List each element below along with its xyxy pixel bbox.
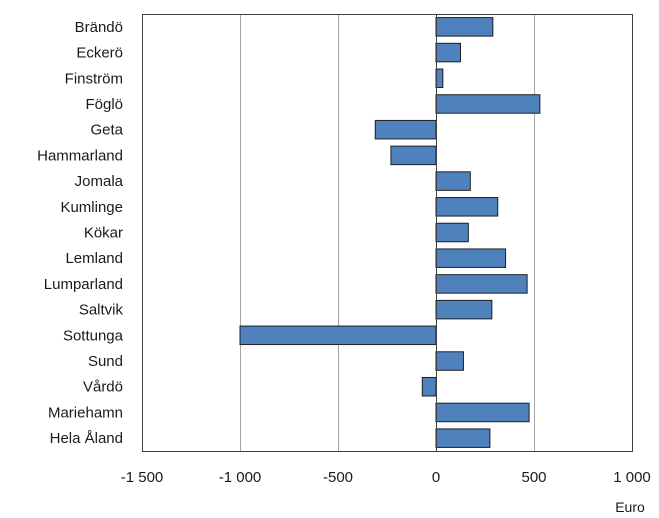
x-tick-label: 0 bbox=[432, 469, 440, 486]
category-label: Finström bbox=[65, 70, 123, 87]
bar bbox=[435, 171, 471, 191]
category-label: Hammarland bbox=[37, 147, 123, 164]
category-label: Eckerö bbox=[76, 45, 123, 62]
category-label: Sottunga bbox=[63, 327, 124, 344]
category-label: Geta bbox=[90, 122, 123, 139]
bar bbox=[435, 42, 461, 63]
category-label: Brändö bbox=[75, 19, 123, 36]
x-axis-unit-label: Euro bbox=[615, 499, 645, 515]
bar bbox=[435, 222, 469, 243]
category-labels: Brändö Eckerö Finström Föglö Geta Hammarland J… bbox=[37, 19, 124, 447]
grid-lines bbox=[240, 14, 535, 451]
bar bbox=[435, 68, 444, 89]
bar bbox=[374, 119, 437, 140]
category-label: Lemland bbox=[65, 250, 123, 267]
bar bbox=[435, 197, 499, 217]
plot-frame bbox=[142, 14, 633, 452]
x-tick-label: 1 000 bbox=[613, 469, 651, 486]
x-tick-labels: -1 500 -1 000 -500 0 500 1 000 bbox=[121, 469, 651, 486]
category-label: Sund bbox=[88, 353, 123, 370]
bar bbox=[435, 248, 507, 268]
category-label: Mariehamn bbox=[48, 404, 123, 421]
bars bbox=[239, 14, 541, 451]
x-tick-label: -1 000 bbox=[219, 469, 262, 486]
category-label: Saltvik bbox=[79, 302, 124, 319]
category-label: Vårdö bbox=[83, 379, 123, 396]
bar bbox=[435, 351, 464, 371]
bar bbox=[435, 17, 494, 37]
bar bbox=[435, 299, 493, 320]
x-tick-label: -500 bbox=[323, 469, 353, 486]
bar bbox=[421, 376, 437, 397]
bar bbox=[239, 325, 437, 346]
category-label: Kökar bbox=[84, 225, 123, 242]
bar bbox=[435, 94, 541, 114]
bar bbox=[390, 145, 437, 166]
bar bbox=[435, 428, 491, 448]
category-label: Lumparland bbox=[44, 276, 123, 293]
bar bbox=[435, 274, 528, 294]
category-label: Kumlinge bbox=[60, 199, 123, 216]
x-tick-label: -1 500 bbox=[121, 469, 164, 486]
x-tick-label: 500 bbox=[521, 469, 546, 486]
category-label: Hela Åland bbox=[50, 430, 123, 447]
category-label: Jomala bbox=[75, 173, 124, 190]
bar bbox=[435, 402, 530, 423]
category-label: Föglö bbox=[85, 96, 123, 113]
